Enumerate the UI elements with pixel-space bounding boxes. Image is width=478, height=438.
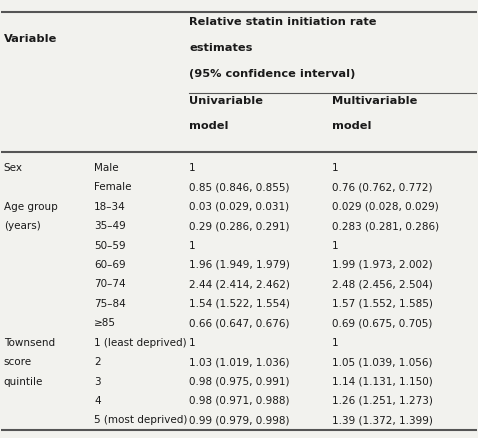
- Text: 0.66 (0.647, 0.676): 0.66 (0.647, 0.676): [189, 318, 290, 328]
- Text: Male: Male: [94, 163, 119, 173]
- Text: 1.26 (1.251, 1.273): 1.26 (1.251, 1.273): [332, 396, 433, 406]
- Text: 1: 1: [189, 163, 196, 173]
- Text: 1: 1: [189, 240, 196, 251]
- Text: 1: 1: [189, 338, 196, 348]
- Text: 1.39 (1.372, 1.399): 1.39 (1.372, 1.399): [332, 415, 433, 425]
- Text: ≥85: ≥85: [94, 318, 116, 328]
- Text: Variable: Variable: [4, 34, 57, 44]
- Text: 0.69 (0.675, 0.705): 0.69 (0.675, 0.705): [332, 318, 432, 328]
- Text: Sex: Sex: [4, 163, 23, 173]
- Text: Female: Female: [94, 182, 131, 192]
- Text: 0.283 (0.281, 0.286): 0.283 (0.281, 0.286): [332, 221, 439, 231]
- Text: 0.98 (0.975, 0.991): 0.98 (0.975, 0.991): [189, 377, 290, 386]
- Text: 50–59: 50–59: [94, 240, 126, 251]
- Text: 0.98 (0.971, 0.988): 0.98 (0.971, 0.988): [189, 396, 290, 406]
- Text: 0.29 (0.286, 0.291): 0.29 (0.286, 0.291): [189, 221, 290, 231]
- Text: 2: 2: [94, 357, 101, 367]
- Text: 60–69: 60–69: [94, 260, 126, 270]
- Text: 18–34: 18–34: [94, 201, 126, 212]
- Text: Multivariable: Multivariable: [332, 96, 417, 106]
- Text: 0.029 (0.028, 0.029): 0.029 (0.028, 0.029): [332, 201, 438, 212]
- Text: 4: 4: [94, 396, 101, 406]
- Text: 1 (least deprived): 1 (least deprived): [94, 338, 187, 348]
- Text: 1.05 (1.039, 1.056): 1.05 (1.039, 1.056): [332, 357, 432, 367]
- Text: 0.99 (0.979, 0.998): 0.99 (0.979, 0.998): [189, 415, 290, 425]
- Text: 0.85 (0.846, 0.855): 0.85 (0.846, 0.855): [189, 182, 290, 192]
- Text: 0.03 (0.029, 0.031): 0.03 (0.029, 0.031): [189, 201, 289, 212]
- Text: estimates: estimates: [189, 43, 252, 53]
- Text: 1.14 (1.131, 1.150): 1.14 (1.131, 1.150): [332, 377, 433, 386]
- Text: score: score: [4, 357, 32, 367]
- Text: 75–84: 75–84: [94, 299, 126, 309]
- Text: 2.44 (2.414, 2.462): 2.44 (2.414, 2.462): [189, 279, 290, 290]
- Text: 1.96 (1.949, 1.979): 1.96 (1.949, 1.979): [189, 260, 290, 270]
- Text: 2.48 (2.456, 2.504): 2.48 (2.456, 2.504): [332, 279, 433, 290]
- Text: Univariable: Univariable: [189, 96, 263, 106]
- Text: 3: 3: [94, 377, 101, 386]
- Text: 35–49: 35–49: [94, 221, 126, 231]
- Text: Townsend: Townsend: [4, 338, 55, 348]
- Text: 1: 1: [332, 338, 338, 348]
- Text: model: model: [189, 120, 228, 131]
- Text: 1.03 (1.019, 1.036): 1.03 (1.019, 1.036): [189, 357, 290, 367]
- Text: model: model: [332, 120, 371, 131]
- Text: 1.54 (1.522, 1.554): 1.54 (1.522, 1.554): [189, 299, 290, 309]
- Text: 1: 1: [332, 163, 338, 173]
- Text: 1: 1: [332, 240, 338, 251]
- Text: 70–74: 70–74: [94, 279, 126, 290]
- Text: (years): (years): [4, 221, 41, 231]
- Text: 1.99 (1.973, 2.002): 1.99 (1.973, 2.002): [332, 260, 432, 270]
- Text: 5 (most deprived): 5 (most deprived): [94, 415, 187, 425]
- Text: Age group: Age group: [4, 201, 57, 212]
- Text: quintile: quintile: [4, 377, 43, 386]
- Text: 0.76 (0.762, 0.772): 0.76 (0.762, 0.772): [332, 182, 432, 192]
- Text: 1.57 (1.552, 1.585): 1.57 (1.552, 1.585): [332, 299, 433, 309]
- Text: Relative statin initiation rate: Relative statin initiation rate: [189, 17, 377, 27]
- Text: (95% confidence interval): (95% confidence interval): [189, 69, 356, 79]
